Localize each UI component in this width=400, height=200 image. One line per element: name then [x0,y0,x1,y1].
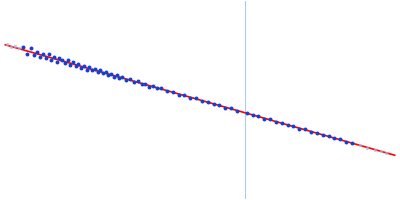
Point [31,53,38,57]
Point [343,140,349,143]
Point [27,47,34,50]
Point [383,151,389,155]
Point [199,100,205,103]
Point [175,93,182,96]
Point [72,64,79,68]
Point [105,74,112,77]
Point [267,118,273,121]
Point [127,77,133,81]
Point [81,64,87,68]
Point [356,143,363,146]
Point [75,62,82,65]
Point [54,60,60,63]
Point [37,55,44,59]
Point [278,121,285,124]
Point [134,80,141,83]
Point [158,87,164,90]
Point [273,120,279,124]
Point [154,87,160,90]
Point [314,131,320,134]
Point [102,70,109,74]
Point [4,43,10,46]
Point [12,45,18,48]
Point [40,52,46,55]
Point [42,56,49,59]
Point [255,114,262,118]
Point [59,58,65,62]
Point [70,61,76,64]
Point [130,80,137,84]
Point [150,84,156,88]
Point [34,51,40,54]
Point [349,141,355,144]
Point [100,72,106,75]
Point [378,150,384,153]
Point [62,62,68,65]
Point [48,58,54,61]
Point [67,63,74,67]
Point [84,68,90,71]
Point [94,71,101,74]
Point [210,103,217,106]
Point [89,69,95,72]
Point [222,106,228,109]
Point [123,78,129,82]
Point [20,46,26,49]
Point [187,96,194,99]
Point [181,93,188,96]
Point [78,66,84,69]
Point [64,59,71,62]
Point [164,90,170,93]
Point [234,109,240,112]
Point [116,76,122,80]
Point [331,137,338,140]
Point [325,134,332,138]
Point [204,100,211,103]
Point [97,69,104,72]
Point [284,124,291,127]
Point [51,56,57,59]
Point [261,117,268,120]
Point [290,125,297,128]
Point [111,75,117,78]
Point [244,111,250,114]
Point [296,127,302,130]
Point [228,107,234,110]
Point [249,114,256,117]
Point [170,90,176,93]
Point [364,146,371,149]
Point [24,52,30,55]
Point [372,148,378,151]
Point [114,74,120,77]
Point [337,138,343,141]
Point [320,134,326,137]
Point [302,128,308,131]
Point [193,97,199,100]
Point [8,46,14,49]
Point [92,67,98,70]
Point [119,75,125,79]
Point [308,130,314,133]
Point [138,83,145,86]
Point [45,53,52,56]
Point [86,66,93,69]
Point [146,85,152,88]
Point [16,46,22,50]
Point [56,57,63,60]
Point [142,82,149,85]
Point [216,103,223,107]
Point [108,72,114,75]
